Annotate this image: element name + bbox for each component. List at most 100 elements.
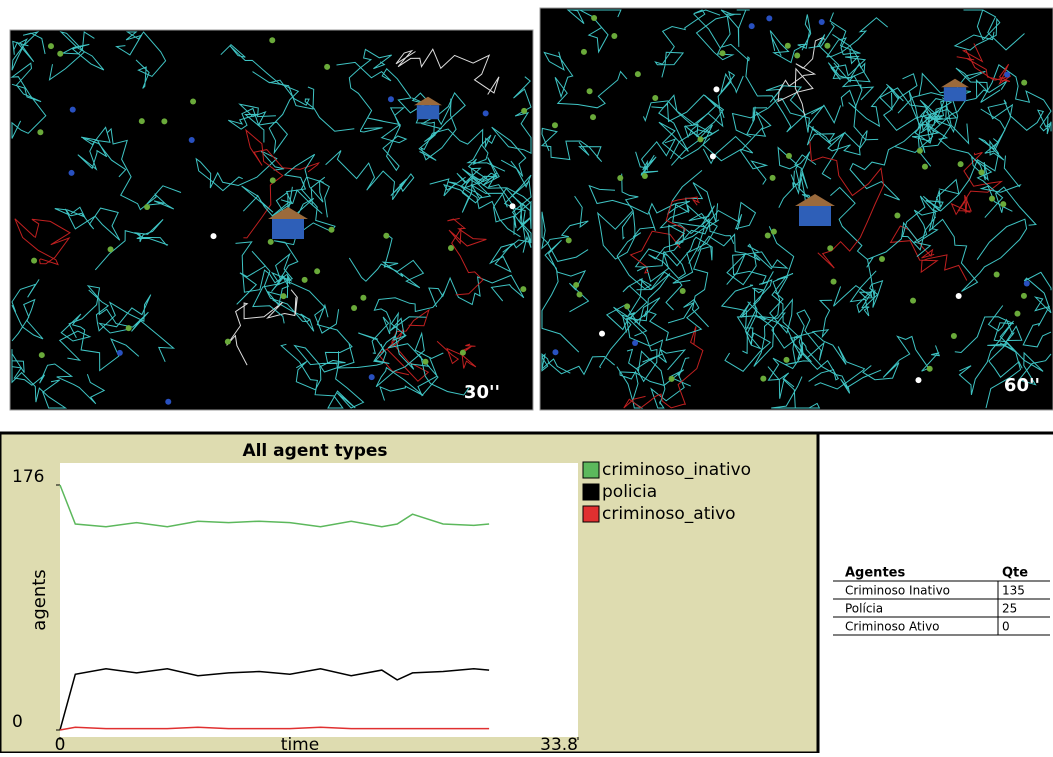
agent (161, 118, 167, 124)
snapshot-label: 60'' (1004, 375, 1040, 396)
snapshot-label: 30'' (464, 382, 500, 403)
agent (70, 107, 76, 113)
agent (360, 295, 366, 301)
agent (448, 245, 454, 251)
agent (31, 258, 37, 264)
agent (635, 71, 641, 77)
chart-title: All agent types (242, 441, 387, 461)
agent (989, 196, 995, 202)
agent (268, 239, 274, 245)
table-cell: Polícia (845, 602, 883, 616)
y-tick-label: 0 (12, 712, 23, 732)
agent (794, 52, 800, 58)
agent (951, 333, 957, 339)
agent (423, 359, 429, 365)
agent (765, 233, 771, 239)
agent (760, 376, 766, 382)
agent (819, 19, 825, 25)
agent (917, 148, 923, 154)
agent (652, 95, 658, 101)
agent (69, 170, 75, 176)
agent (994, 272, 1000, 278)
agent (520, 286, 526, 292)
agent (211, 233, 217, 239)
agent (713, 86, 719, 92)
plot-area (60, 463, 578, 737)
agent (771, 229, 777, 235)
agent (710, 153, 716, 159)
table-header: Qte (1002, 566, 1028, 581)
legend-swatch (583, 462, 599, 478)
agent (281, 293, 287, 299)
agent (784, 357, 790, 363)
agent (388, 96, 394, 102)
agent (587, 88, 593, 94)
house (944, 87, 966, 101)
agent (927, 366, 933, 372)
agent (824, 43, 830, 49)
table-header: Agentes (845, 566, 905, 581)
x-tick-label: 33.8 (540, 735, 578, 753)
agent (117, 350, 123, 356)
agent (369, 374, 375, 380)
agent (669, 376, 675, 382)
agent (139, 118, 145, 124)
agent (680, 288, 686, 294)
agent (749, 23, 755, 29)
agent (573, 282, 579, 288)
legend-swatch (583, 506, 599, 522)
agent (879, 256, 885, 262)
agent (915, 377, 921, 383)
agent (1004, 72, 1010, 78)
agent (599, 331, 605, 337)
agent (39, 352, 45, 358)
agent (225, 339, 231, 345)
table-cell: Criminoso Ativo (845, 620, 940, 634)
agent (827, 245, 833, 251)
agent (483, 110, 489, 116)
agent (1024, 280, 1030, 286)
agent (611, 33, 617, 39)
y-axis-label: agents (29, 569, 50, 630)
agent (624, 303, 630, 309)
table-cell: 0 (1002, 620, 1010, 634)
table-cell: Criminoso Inativo (845, 584, 950, 598)
agent (190, 99, 196, 105)
agent (642, 173, 648, 179)
agent (956, 293, 962, 299)
agent (383, 233, 389, 239)
table-cell: 25 (1002, 602, 1017, 616)
agent (894, 212, 900, 218)
x-axis-label: time (281, 735, 319, 753)
agent (351, 305, 357, 311)
agent (922, 164, 928, 170)
house (417, 105, 439, 119)
agent (1014, 311, 1020, 317)
agent (57, 51, 63, 57)
agent (521, 108, 527, 114)
agent (697, 136, 703, 142)
table-cell: 135 (1002, 584, 1025, 598)
agent (144, 204, 150, 210)
page: 30'' 60'' All agent types time agents Ag… (0, 0, 1053, 753)
agent (591, 15, 597, 21)
agent (566, 237, 572, 243)
agent (1021, 80, 1027, 86)
agent (577, 291, 583, 297)
agent (590, 114, 596, 120)
agent (581, 49, 587, 55)
agent (785, 43, 791, 49)
agent (460, 350, 466, 356)
agent (770, 175, 776, 181)
agent (270, 177, 276, 183)
agent (720, 50, 726, 56)
agent (978, 169, 984, 175)
agent (328, 227, 334, 233)
agent (37, 129, 43, 135)
legend-label: policia (602, 482, 657, 502)
agent (269, 37, 275, 43)
agent (510, 203, 516, 209)
agent (1000, 201, 1006, 207)
legend-swatch (583, 484, 599, 500)
agents-table: Agentes Qte Criminoso Inativo 135 Polícia 25 C… (833, 566, 1050, 636)
